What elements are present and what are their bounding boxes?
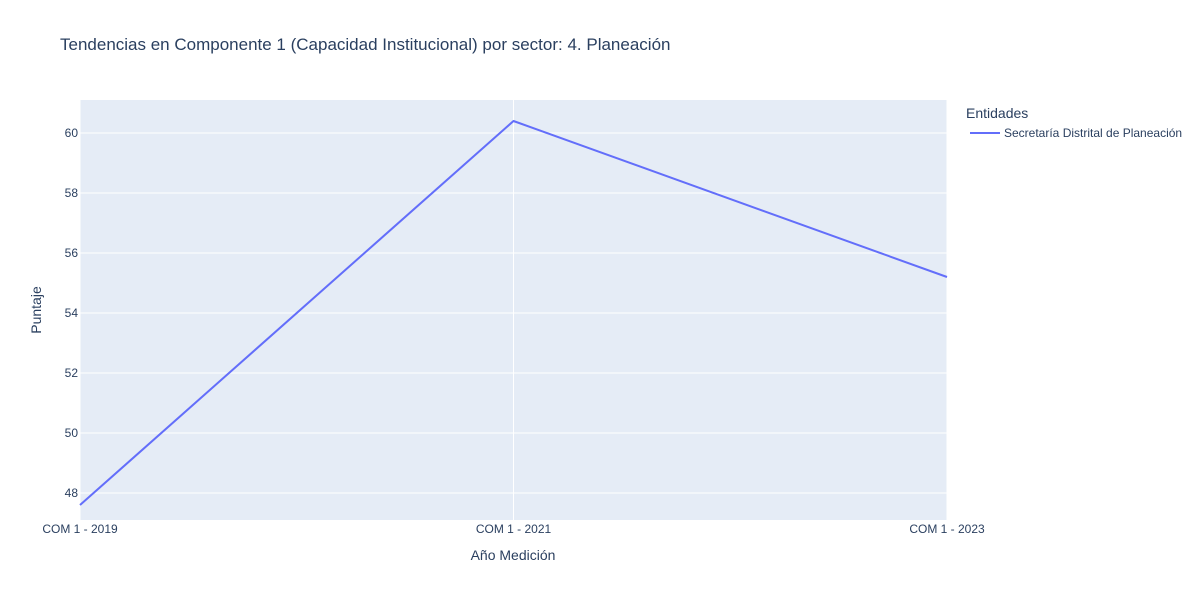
x-tick-label-1: COM 1 - 2021 bbox=[476, 522, 552, 536]
legend[interactable]: Entidades Secretaría Distrital de Planea… bbox=[966, 105, 1182, 140]
chart-title: Tendencias en Componente 1 (Capacidad In… bbox=[60, 35, 670, 54]
y-axis-title: Puntaje bbox=[28, 286, 44, 334]
x-tick-label-2: COM 1 - 2023 bbox=[909, 522, 985, 536]
legend-title: Entidades bbox=[966, 105, 1028, 121]
y-tick-label-50: 50 bbox=[65, 426, 79, 440]
x-axis-title: Año Medición bbox=[471, 547, 556, 563]
y-tick-label-54: 54 bbox=[65, 306, 79, 320]
series-layer bbox=[79, 120, 948, 506]
y-tick-label-52: 52 bbox=[65, 366, 79, 380]
y-tick-label-60: 60 bbox=[65, 126, 79, 140]
x-tick-label-0: COM 1 - 2019 bbox=[42, 522, 118, 536]
x-gridlines bbox=[79, 100, 948, 520]
y-tick-label-48: 48 bbox=[65, 486, 79, 500]
x-axis-ticks: COM 1 - 2019 COM 1 - 2021 COM 1 - 2023 bbox=[42, 522, 985, 536]
series-line-0[interactable] bbox=[79, 120, 948, 506]
y-axis-ticks: 48 50 52 54 56 58 60 bbox=[65, 126, 79, 500]
y-tick-label-56: 56 bbox=[65, 246, 79, 260]
legend-label-secretaria[interactable]: Secretaría Distrital de Planeación bbox=[1004, 126, 1182, 140]
y-tick-label-58: 58 bbox=[65, 186, 79, 200]
